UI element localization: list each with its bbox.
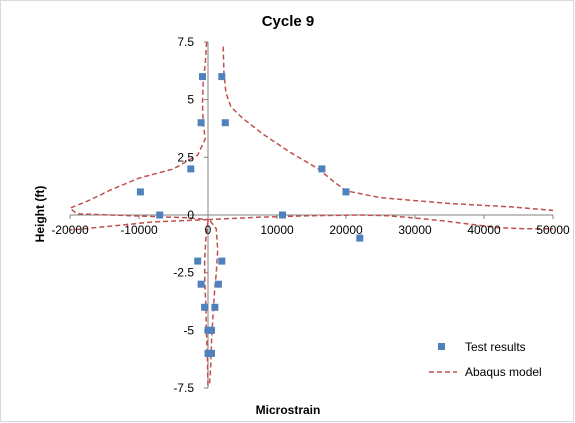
model-lines — [68, 41, 554, 389]
legend-label-test-results: Test results — [465, 340, 526, 354]
x-tick-label: 0 — [205, 223, 212, 237]
test-result-point — [214, 280, 222, 288]
x-tick-label: -10000 — [120, 223, 158, 237]
x-tick-label: 10000 — [260, 223, 294, 237]
y-tick-label: 2.5 — [177, 150, 194, 164]
axes — [69, 41, 554, 389]
y-tick-label: 5 — [187, 93, 194, 107]
test-result-point — [201, 303, 209, 311]
x-tick-label: 30000 — [398, 223, 432, 237]
test-result-point — [194, 257, 202, 265]
test-result-point — [342, 188, 350, 196]
y-tick-label: 0 — [187, 208, 194, 222]
test-result-point — [208, 349, 215, 357]
test-result-point — [199, 73, 206, 81]
x-axis-title: Microstrain — [256, 403, 321, 417]
test-result-point — [218, 73, 226, 81]
y-tick-label: 7.5 — [177, 35, 194, 49]
test-result-point — [197, 280, 205, 288]
test-result-point — [221, 119, 229, 127]
abaqus-model-line — [222, 46, 554, 212]
test-result-point — [218, 257, 226, 265]
test-result-point — [279, 211, 286, 219]
legend-label-abaqus-model: Abaqus model — [465, 365, 542, 379]
legend: Test results Abaqus model — [429, 340, 542, 379]
x-tick-label: -20000 — [51, 223, 89, 237]
x-tick-label: 20000 — [329, 223, 363, 237]
test-result-point — [318, 165, 326, 173]
test-result-point — [156, 211, 164, 219]
test-result-point — [208, 326, 215, 334]
y-tick-label: -7.5 — [173, 381, 194, 395]
abaqus-model-line — [68, 41, 209, 221]
abaqus-model-line — [69, 218, 209, 231]
x-tick-label: 50000 — [536, 223, 570, 237]
chart-title: Cycle 9 — [262, 13, 315, 30]
abaqus-model-line — [203, 220, 209, 389]
test-result-point — [187, 165, 195, 173]
y-axis-title: Height (ft) — [33, 186, 47, 243]
test-result-point — [211, 303, 219, 311]
tick-labels: -20000 -10000 0 10000 20000 30000 40000 50000 7.… — [51, 35, 570, 395]
test-result-point — [356, 234, 364, 242]
test-result-point — [197, 119, 205, 127]
test-points — [136, 73, 364, 357]
x-tick-label: 40000 — [467, 223, 501, 237]
test-result-point — [136, 188, 144, 196]
abaqus-model-line — [208, 220, 219, 386]
abaqus-model-line — [207, 214, 553, 230]
y-tick-label: -5 — [183, 323, 194, 337]
legend-marker-test-results — [438, 343, 445, 350]
y-tick-label: -2.5 — [173, 266, 194, 280]
